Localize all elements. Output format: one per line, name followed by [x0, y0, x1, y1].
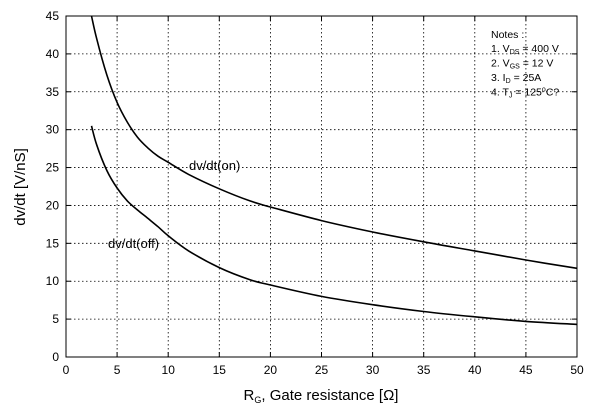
note-item: 2. VGS = 12 V — [491, 58, 553, 71]
x-tick-label: 20 — [264, 363, 278, 377]
x-axis-label-main: R — [244, 387, 255, 404]
x-axis-label-rest: , Gate resistance [Ω] — [261, 387, 398, 404]
x-axis-label: RG, Gate resistance [Ω] — [244, 387, 399, 405]
notes-box: Notes : 1. VDS = 400 V 2. VGS = 12 V3. ID… — [491, 29, 559, 100]
x-axis-label-sub: G — [254, 395, 261, 405]
series-layer — [90, 15, 578, 326]
x-tick-label: 25 — [315, 363, 329, 377]
y-tick-label: 30 — [46, 123, 60, 137]
y-tick-label: 10 — [46, 274, 60, 288]
x-tick-label: 45 — [519, 363, 533, 377]
y-tick-label: 0 — [52, 350, 59, 364]
x-tick-label: 10 — [162, 363, 176, 377]
notes-title: Notes : — [491, 29, 524, 41]
x-tick-label: 5 — [114, 363, 121, 377]
axis-ticks: 0 5 10 15 20 25 30 35 40 45 50 0 5 10 15 20 25 30 35 40 45 — [46, 9, 584, 377]
note-item: 3. ID = 25A — [491, 72, 541, 85]
y-tick-label: 25 — [46, 161, 60, 175]
y-tick-label: 40 — [46, 47, 60, 61]
x-tick-label: 35 — [417, 363, 431, 377]
x-tick-label: 30 — [366, 363, 380, 377]
series-label-on: dv/dt(on) — [189, 158, 240, 173]
y-tick-label: 20 — [46, 198, 60, 212]
note-item: 4. TJ = 125oC? — [491, 87, 559, 100]
x-tick-label: 50 — [570, 363, 584, 377]
series-line-dvdt-off — [90, 125, 578, 326]
y-tick-label: 15 — [46, 236, 60, 250]
note-item: 1. VDS = 400 V — [491, 43, 559, 56]
y-tick-label: 45 — [46, 9, 60, 23]
y-tick-label: 5 — [52, 312, 59, 326]
y-axis-label: dv/dt [V/nS] — [12, 148, 29, 226]
x-tick-label: 40 — [468, 363, 482, 377]
series-line-dvdt-on — [90, 15, 578, 270]
x-tick-label: 15 — [213, 363, 227, 377]
y-tick-label: 35 — [46, 85, 60, 99]
grid — [66, 16, 577, 357]
x-tick-label: 0 — [63, 363, 70, 377]
series-label-off: dv/dt(off) — [108, 236, 159, 251]
